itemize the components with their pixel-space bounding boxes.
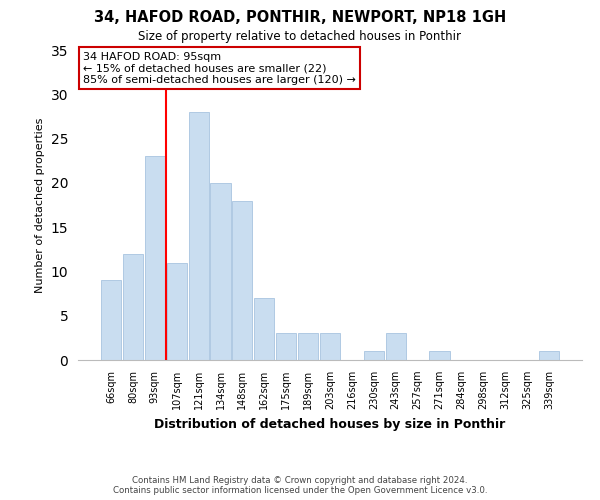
Bar: [254, 298, 274, 360]
Bar: [123, 254, 143, 360]
Text: 34, HAFOD ROAD, PONTHIR, NEWPORT, NP18 1GH: 34, HAFOD ROAD, PONTHIR, NEWPORT, NP18 1…: [94, 10, 506, 25]
Bar: [298, 334, 318, 360]
Bar: [430, 351, 449, 360]
Bar: [145, 156, 165, 360]
Text: Contains HM Land Registry data © Crown copyright and database right 2024.
Contai: Contains HM Land Registry data © Crown c…: [113, 476, 487, 495]
Bar: [188, 112, 209, 360]
Y-axis label: Number of detached properties: Number of detached properties: [35, 118, 45, 292]
Text: Size of property relative to detached houses in Ponthir: Size of property relative to detached ho…: [139, 30, 461, 43]
Bar: [539, 351, 559, 360]
Bar: [364, 351, 384, 360]
Bar: [232, 200, 253, 360]
Bar: [211, 183, 230, 360]
Bar: [101, 280, 121, 360]
Text: 34 HAFOD ROAD: 95sqm
← 15% of detached houses are smaller (22)
85% of semi-detac: 34 HAFOD ROAD: 95sqm ← 15% of detached h…: [83, 52, 356, 84]
X-axis label: Distribution of detached houses by size in Ponthir: Distribution of detached houses by size …: [154, 418, 506, 430]
Bar: [320, 334, 340, 360]
Bar: [386, 334, 406, 360]
Bar: [276, 334, 296, 360]
Bar: [167, 262, 187, 360]
